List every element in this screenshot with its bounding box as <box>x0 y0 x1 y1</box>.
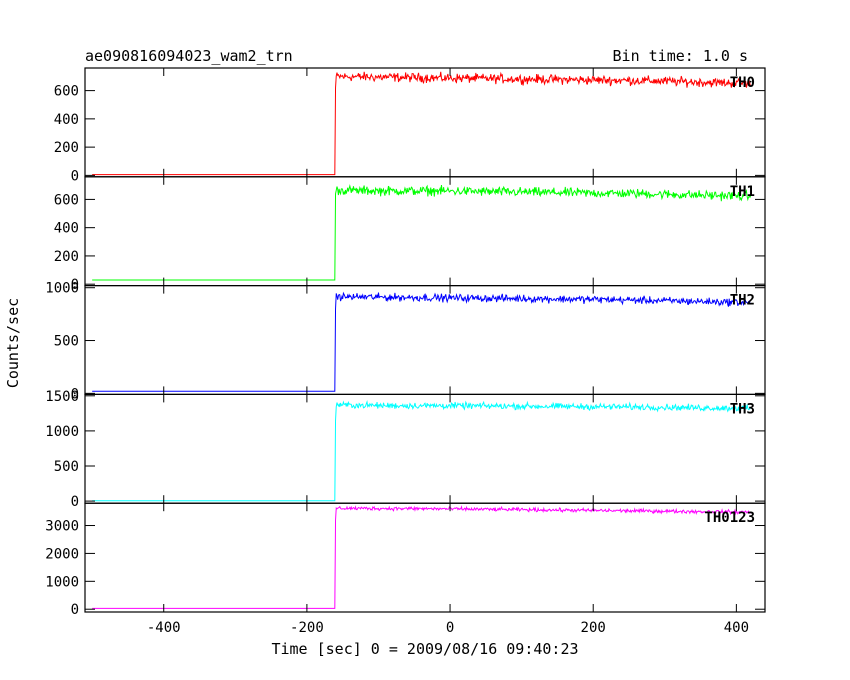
series-line-th2 <box>92 291 752 392</box>
series-line-th3 <box>92 399 752 502</box>
y-tick-label: 200 <box>54 140 79 156</box>
series-label: TH0 <box>730 75 755 91</box>
series-label: TH3 <box>730 401 755 417</box>
panels: 0 200 400 600 TH0 0 200 400 600 TH1 0 500 1000 TH2 0 50… <box>45 67 766 636</box>
panel-th0123: 0 1000 2000 3000 TH0123 <box>45 502 766 618</box>
x-tick-label: 200 <box>581 620 606 636</box>
series-label: TH0123 <box>704 510 755 526</box>
panel-frame <box>84 67 766 178</box>
y-tick-label: 1500 <box>45 389 79 405</box>
series-line-th0 <box>92 71 752 176</box>
panel-frame <box>84 393 766 504</box>
x-tick-label: 0 <box>446 620 454 636</box>
series-label: TH1 <box>730 184 755 200</box>
y-tick-label: 0 <box>71 277 79 293</box>
series-line-th1 <box>92 184 752 281</box>
chart-title: ae090816094023_wam2_trn <box>85 47 293 65</box>
y-axis-title: Counts/sec <box>4 298 22 388</box>
y-tick-label: 500 <box>54 459 79 475</box>
y-tick-label: 1000 <box>45 574 79 590</box>
y-tick-label: 400 <box>54 112 79 128</box>
x-tick-label: 400 <box>724 620 749 636</box>
y-tick-label: 1000 <box>45 281 79 297</box>
y-tick-label: 0 <box>71 494 79 510</box>
y-tick-label: 600 <box>54 192 79 208</box>
panel-frame <box>84 176 766 287</box>
x-axis-title: Time [sec] 0 = 2009/08/16 09:40:23 <box>271 640 578 658</box>
y-tick-label: 1000 <box>45 424 79 440</box>
series-line-th0123 <box>92 505 752 609</box>
series-label: TH2 <box>730 293 755 309</box>
y-tick-label: 500 <box>54 334 79 350</box>
y-tick-label: 0 <box>71 168 79 184</box>
x-tick-label: -200 <box>290 620 324 636</box>
panel-frame <box>84 285 766 396</box>
x-tick-label: -400 <box>147 620 181 636</box>
y-tick-label: 3000 <box>45 519 79 535</box>
y-tick-label: 600 <box>54 84 79 100</box>
panel-th3: 0 500 1000 1500 TH3 <box>45 389 766 510</box>
panel-frame <box>84 502 766 613</box>
panel-th0: 0 200 400 600 TH0 <box>54 67 766 184</box>
y-tick-label: 0 <box>71 602 79 618</box>
y-tick-label: 200 <box>54 249 79 265</box>
y-tick-label: 0 <box>71 386 79 402</box>
y-tick-label: 400 <box>54 221 79 237</box>
y-tick-label: 2000 <box>45 546 79 562</box>
panel-th2: 0 500 1000 TH2 <box>45 281 766 402</box>
bin-time-label: Bin time: 1.0 s <box>613 47 748 65</box>
panel-th1: 0 200 400 600 TH1 <box>54 176 766 293</box>
